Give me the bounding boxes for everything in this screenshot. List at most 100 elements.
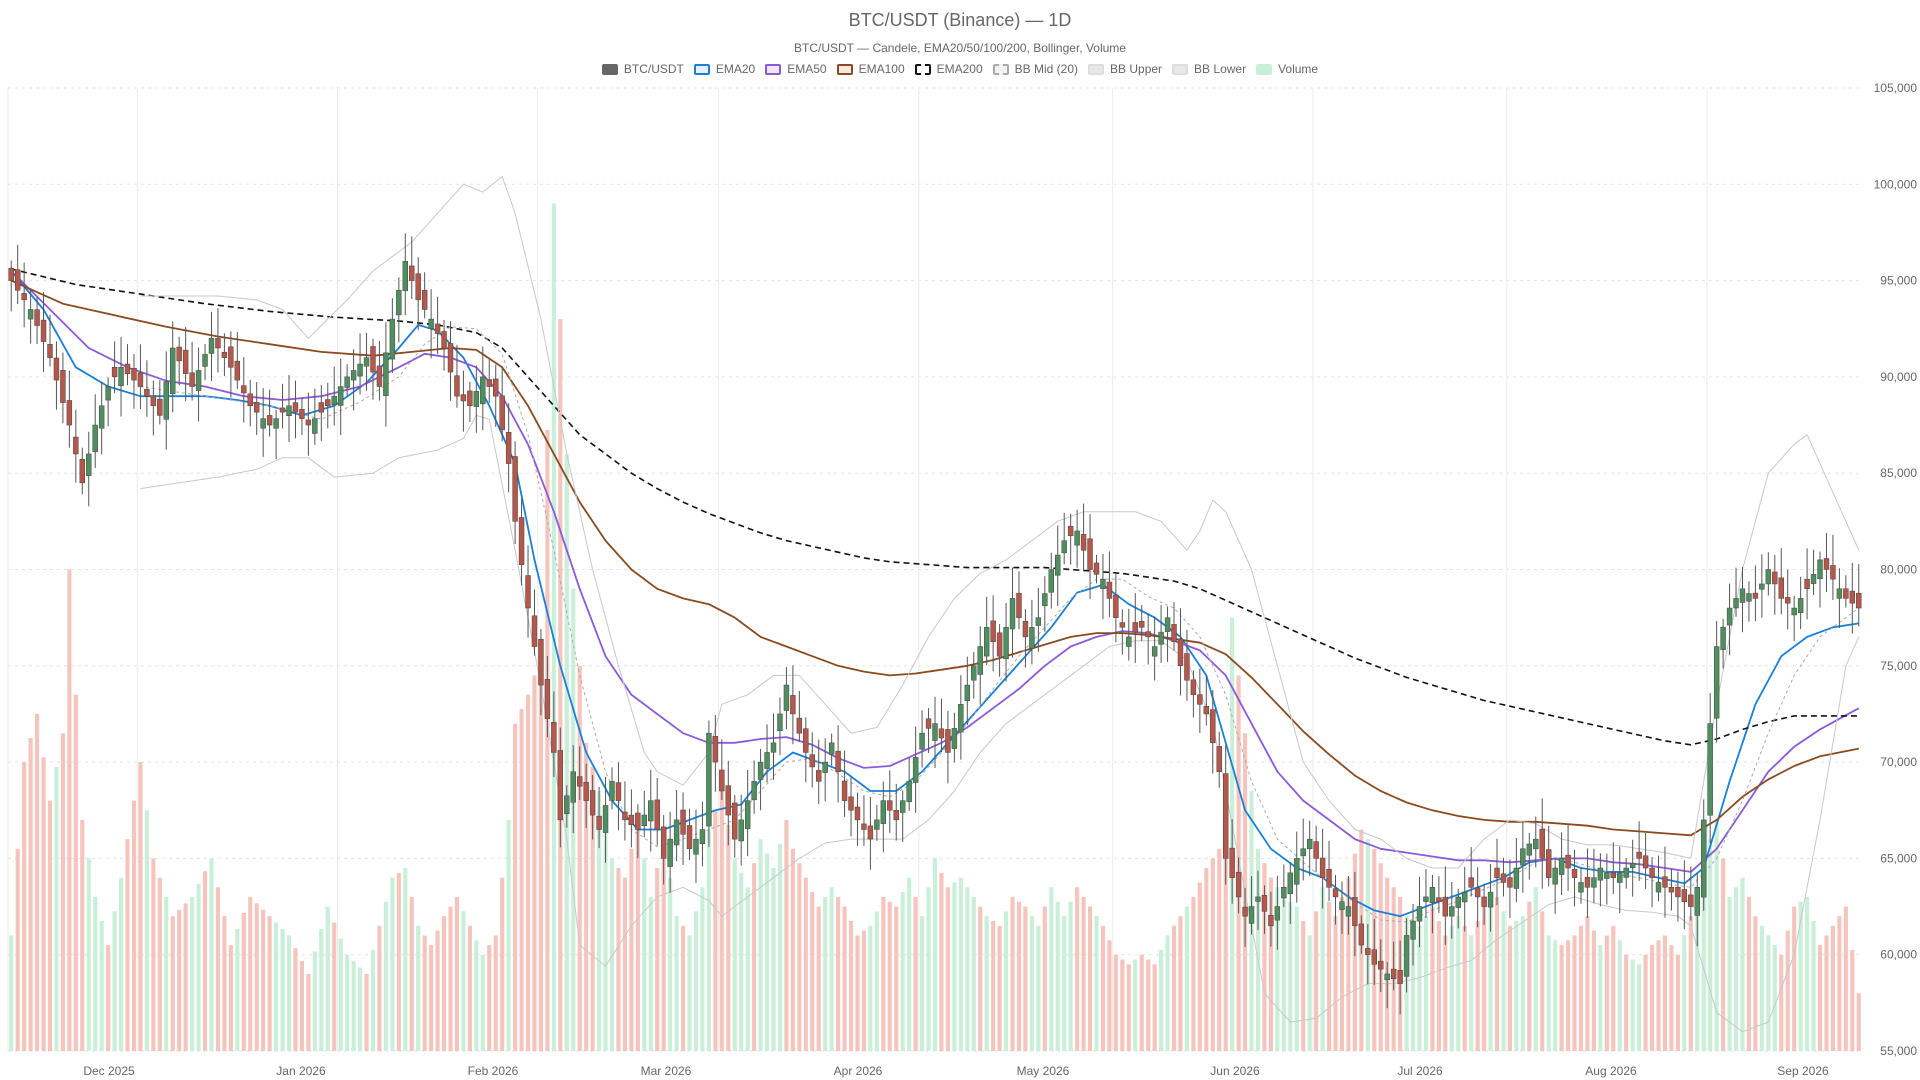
candle-body <box>409 265 415 281</box>
chart-subtitle: BTC/USDT — Candele, EMA20/50/100/200, Bo… <box>794 41 1126 55</box>
candle-body <box>53 357 60 381</box>
candle-body <box>1294 858 1300 885</box>
volume-bar <box>461 911 466 1051</box>
legend-label: EMA100 <box>858 62 905 76</box>
legend-item-ema200[interactable]: EMA200 <box>914 62 983 76</box>
candle-body <box>648 800 654 822</box>
x-tick-label: Feb 2026 <box>468 1064 519 1078</box>
candle-body <box>370 346 376 373</box>
x-tick-label: Jan 2026 <box>276 1064 326 1078</box>
volume-bar <box>1559 945 1564 1051</box>
candle-body <box>1707 723 1713 816</box>
volume-bar <box>816 906 821 1051</box>
legend-item-volume[interactable]: Volume <box>1256 62 1318 76</box>
volume-bar <box>900 892 905 1051</box>
legend-swatch <box>1088 63 1105 75</box>
candle-body <box>1229 847 1235 878</box>
legend-swatch <box>1172 63 1189 75</box>
candle-body <box>641 814 648 827</box>
legend-label: BB Lower <box>1194 62 1247 76</box>
candle-body <box>1668 887 1675 893</box>
candle-body <box>1371 949 1377 965</box>
candle-body <box>1222 773 1229 859</box>
candle-body <box>1604 872 1610 879</box>
y-tick-label: 75,000 <box>1880 659 1917 673</box>
x-tick-label: Mar 2026 <box>641 1064 692 1078</box>
candle-body <box>1281 887 1287 899</box>
volume-bar <box>642 858 647 1051</box>
candle-body <box>150 395 157 407</box>
legend-item-btc-usdt[interactable]: BTC/USDT <box>601 62 684 76</box>
volume-bar <box>286 935 292 1051</box>
volume-bar <box>597 790 602 1051</box>
legend-item-bb-lower[interactable]: BB Lower <box>1172 62 1246 76</box>
legend-item-ema100[interactable]: EMA100 <box>836 62 905 76</box>
volume-bar <box>80 819 85 1051</box>
volume-bar <box>1772 945 1777 1051</box>
legend-item-bb-upper[interactable]: BB Upper <box>1088 62 1162 76</box>
candle-body <box>1164 617 1171 632</box>
candle-body <box>1804 578 1810 590</box>
legend-item-ema20[interactable]: EMA20 <box>693 62 755 76</box>
volume-bar <box>1146 959 1151 1051</box>
volume-bar <box>732 858 737 1051</box>
legend-swatch <box>836 63 853 75</box>
volume-bar <box>99 920 104 1051</box>
candle-body <box>1746 593 1752 602</box>
candle-body <box>835 750 841 772</box>
volume-bar <box>1107 940 1112 1051</box>
volume-bar <box>1456 916 1461 1051</box>
candle-body <box>1313 841 1319 859</box>
candle-body <box>1016 592 1022 618</box>
candle-body <box>402 261 408 292</box>
volume-bar <box>9 935 14 1051</box>
volume-bar <box>797 863 802 1051</box>
volume-bar <box>1566 940 1571 1051</box>
candle-body <box>1629 862 1636 869</box>
candle-body <box>286 405 292 417</box>
y-tick-label: 95,000 <box>1880 274 1917 288</box>
volume-bar <box>622 877 627 1051</box>
legend-swatch <box>992 63 1009 75</box>
candle-body <box>1836 588 1843 599</box>
volume-bar <box>616 868 621 1051</box>
candle-body <box>1752 592 1759 599</box>
candle-body <box>757 761 764 780</box>
candle-body <box>131 368 137 381</box>
volume-bar <box>22 762 27 1051</box>
volume-bar <box>1507 925 1513 1051</box>
volume-bar <box>1320 887 1325 1051</box>
volume-bar <box>1062 916 1067 1051</box>
volume-bar <box>370 949 376 1051</box>
volume-bar <box>1482 906 1487 1051</box>
candle-body <box>1119 622 1126 628</box>
volume-bar <box>1339 896 1345 1051</box>
legend-item-bb-mid-20[interactable]: BB Mid (20) <box>992 62 1078 76</box>
candle-body <box>1791 607 1797 616</box>
volume-bar <box>312 951 317 1051</box>
volume-bar <box>1010 896 1015 1051</box>
line-ema50 <box>10 270 1860 873</box>
candle-body <box>1759 583 1765 590</box>
volume-bar <box>1075 887 1080 1051</box>
candle-body <box>1436 897 1442 902</box>
candle-body <box>221 351 228 358</box>
candle-body <box>1132 622 1138 633</box>
candle-body <box>596 815 602 830</box>
candle-body <box>1332 888 1339 898</box>
candle-body <box>712 736 719 763</box>
candle-body <box>1578 882 1584 893</box>
y-tick-label: 100,000 <box>1874 177 1918 191</box>
volume-bar <box>1049 887 1054 1051</box>
volume-bar <box>726 824 731 1051</box>
legend-item-ema50[interactable]: EMA50 <box>765 62 827 76</box>
volume-bar <box>435 930 440 1051</box>
volume-bar <box>1688 916 1693 1051</box>
volume-bar <box>274 922 279 1051</box>
candle-body <box>816 770 822 782</box>
candle-body <box>73 436 79 455</box>
volume-bar <box>157 877 162 1051</box>
y-tick-label: 60,000 <box>1880 948 1917 962</box>
candle-body <box>945 729 951 753</box>
candle-body <box>628 814 635 825</box>
